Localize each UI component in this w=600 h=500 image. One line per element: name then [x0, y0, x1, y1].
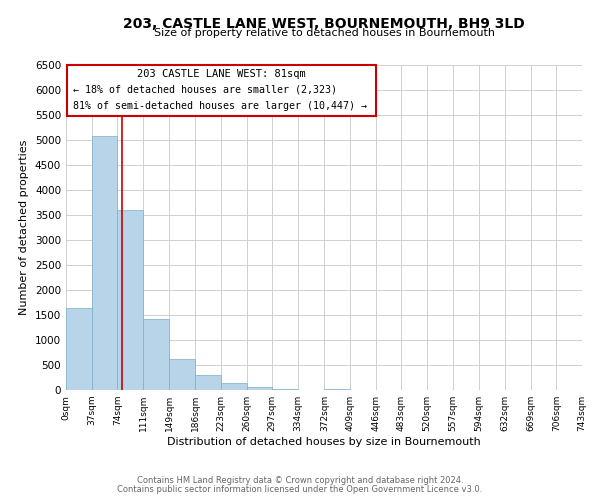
Bar: [118, 210, 143, 390]
Bar: [325, 388, 350, 390]
Bar: [272, 388, 298, 390]
Text: ← 18% of detached houses are smaller (2,323): ← 18% of detached houses are smaller (2,…: [73, 84, 337, 94]
Text: Contains public sector information licensed under the Open Government Licence v3: Contains public sector information licen…: [118, 485, 482, 494]
Y-axis label: Number of detached properties: Number of detached properties: [19, 140, 29, 315]
Text: 81% of semi-detached houses are larger (10,447) →: 81% of semi-detached houses are larger (…: [73, 100, 367, 110]
X-axis label: Distribution of detached houses by size in Bournemouth: Distribution of detached houses by size …: [167, 437, 481, 447]
Text: 203 CASTLE LANE WEST: 81sqm: 203 CASTLE LANE WEST: 81sqm: [137, 68, 306, 78]
Bar: [247, 386, 272, 390]
Bar: [221, 382, 247, 390]
Text: Size of property relative to detached houses in Bournemouth: Size of property relative to detached ho…: [154, 28, 494, 38]
Bar: [195, 375, 221, 390]
Bar: [92, 136, 118, 390]
Text: 203, CASTLE LANE WEST, BOURNEMOUTH, BH9 3LD: 203, CASTLE LANE WEST, BOURNEMOUTH, BH9 …: [123, 18, 525, 32]
FancyBboxPatch shape: [67, 65, 376, 116]
Bar: [143, 319, 169, 390]
Bar: [169, 359, 195, 390]
Text: Contains HM Land Registry data © Crown copyright and database right 2024.: Contains HM Land Registry data © Crown c…: [137, 476, 463, 485]
Bar: [66, 308, 92, 390]
